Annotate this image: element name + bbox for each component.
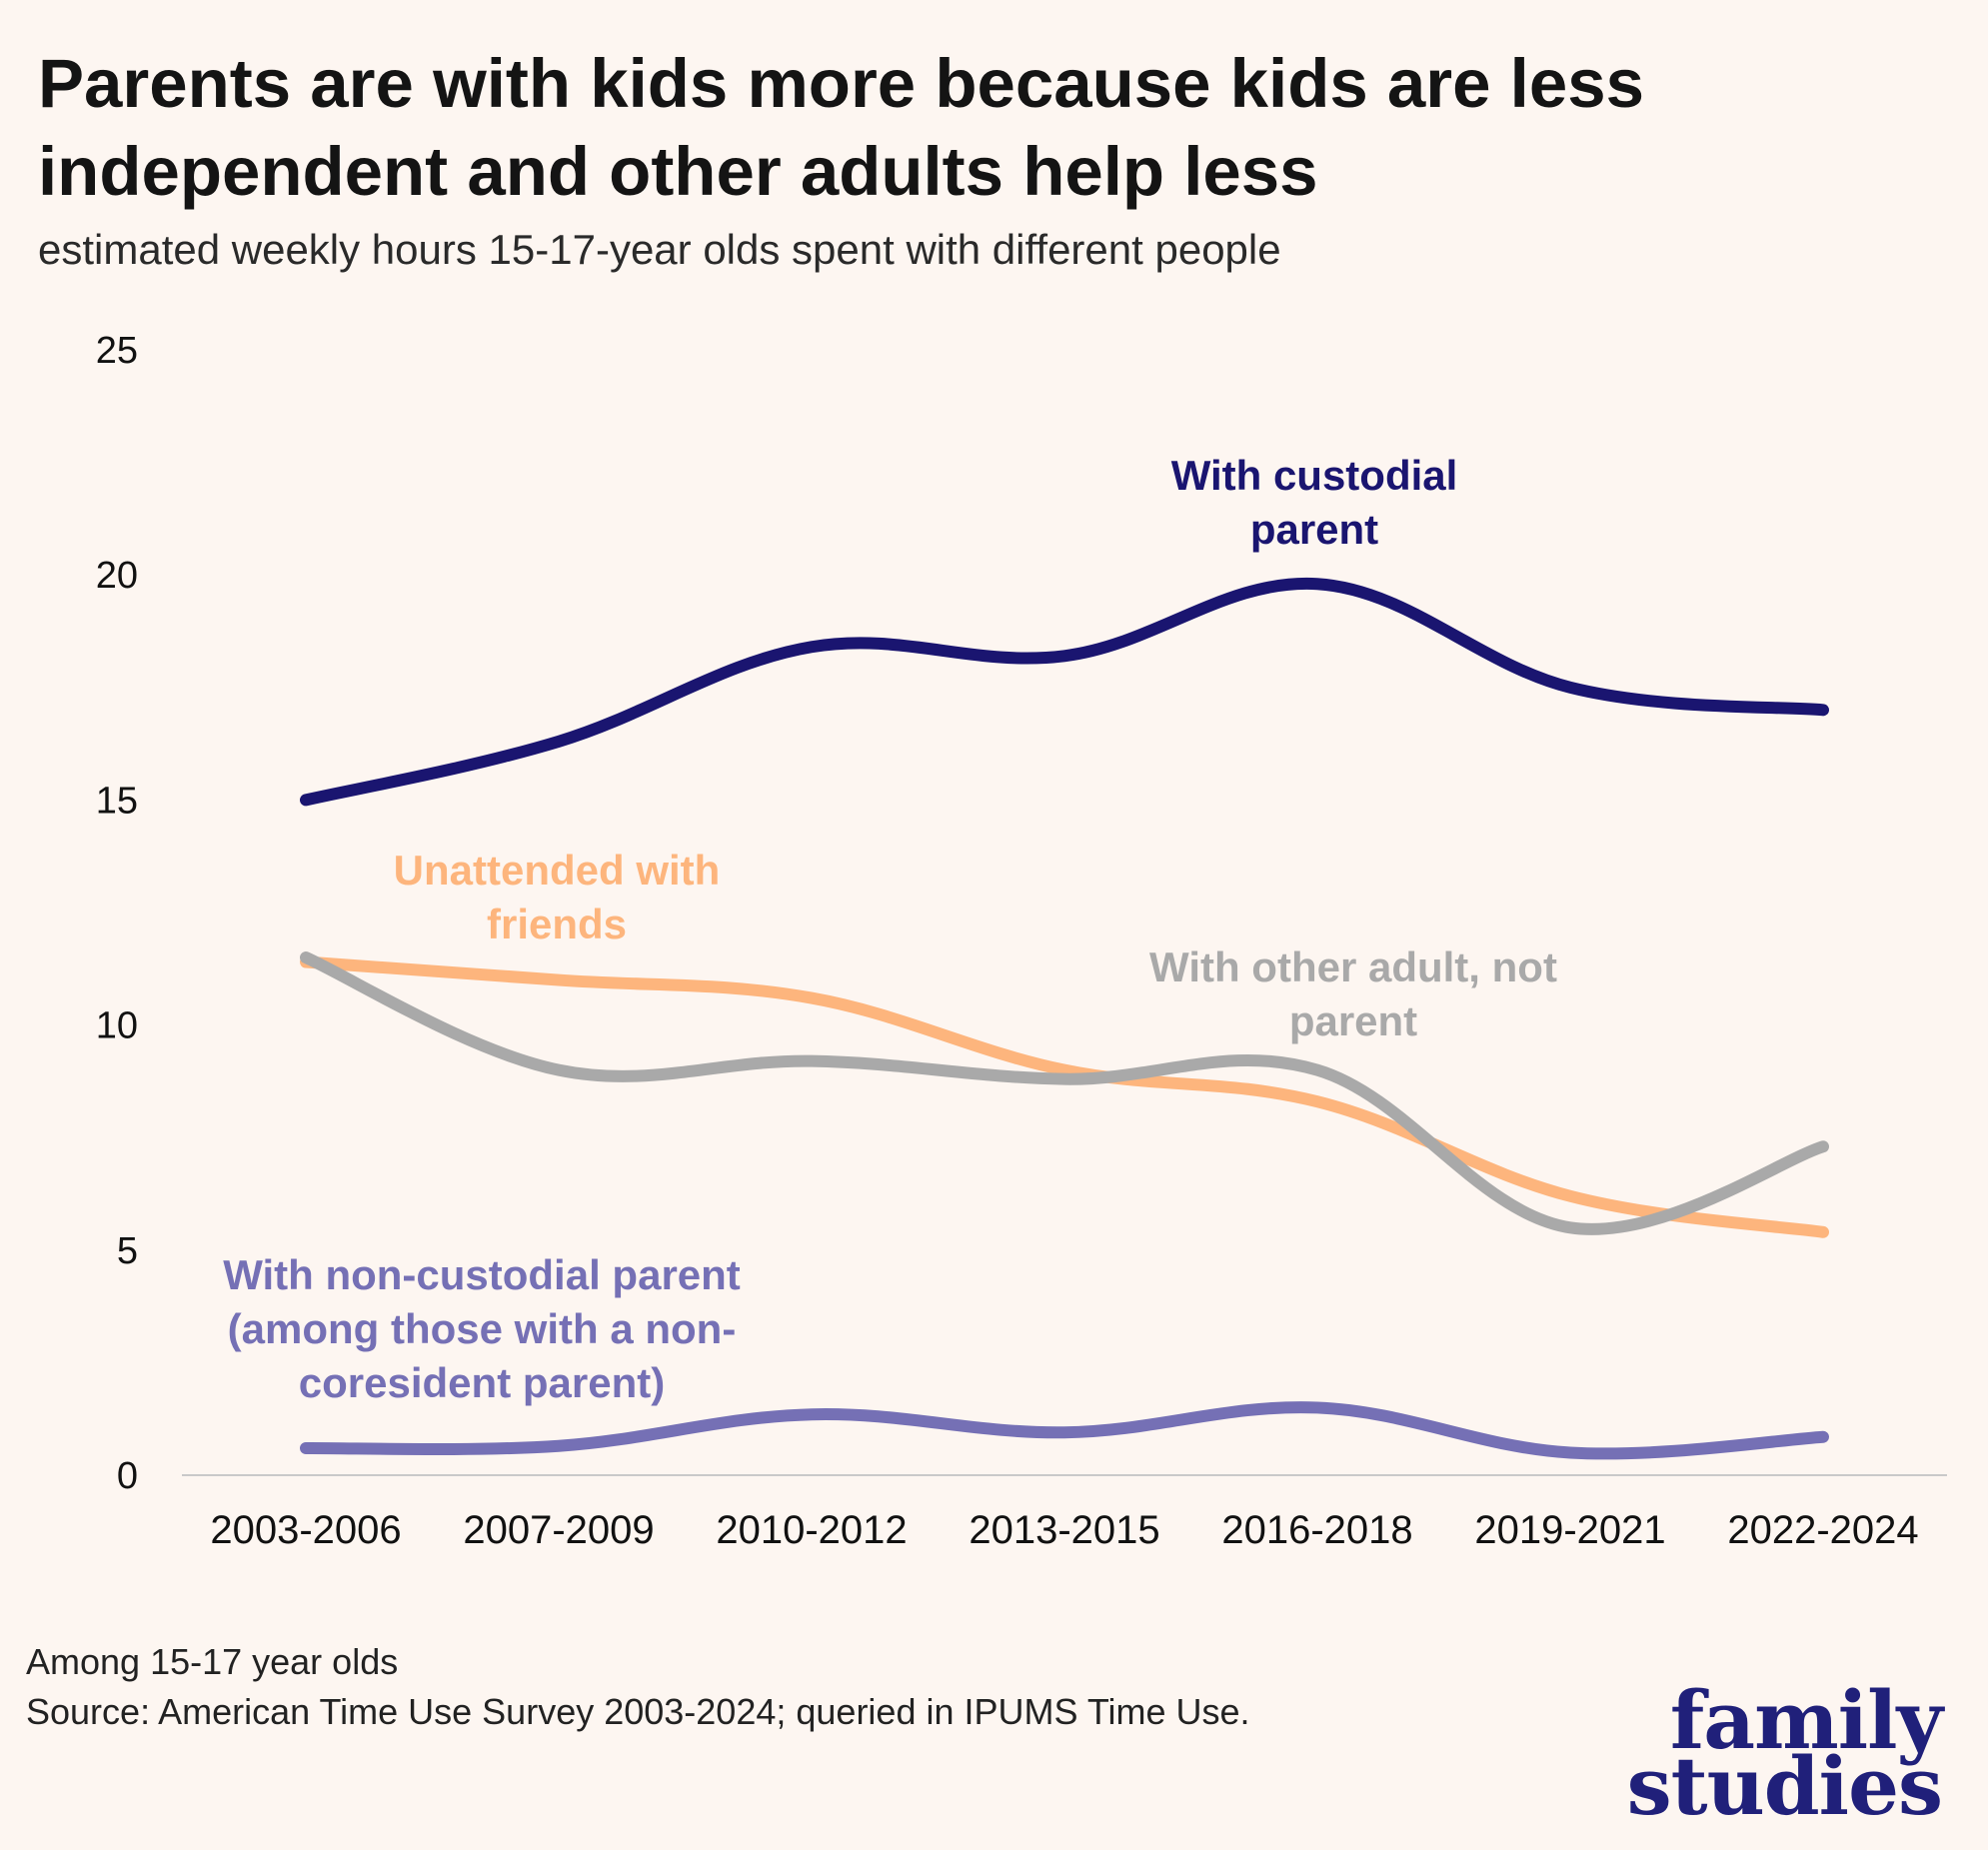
series-lines xyxy=(300,577,1829,1460)
series-labels: With custodial parent Unattended with frien… xyxy=(223,452,1557,1406)
x-tick-label: 2010-2012 xyxy=(716,1508,907,1552)
series-line-unattended-friends xyxy=(300,955,1829,1238)
series-line-custodial-parent xyxy=(300,577,1829,807)
x-tick-label: 2007-2009 xyxy=(463,1508,654,1552)
x-tick-label: 2019-2021 xyxy=(1474,1508,1665,1552)
series-line-non-custodial-parent xyxy=(300,1401,1829,1460)
series-label-other-adult: With other adult, not xyxy=(1149,943,1557,990)
series-label-other-adult: parent xyxy=(1289,997,1417,1044)
x-tick-label: 2003-2006 xyxy=(210,1508,401,1552)
y-tick-label: 0 xyxy=(117,1455,138,1497)
family-studies-logo: family studies xyxy=(1582,1673,1943,1833)
x-tick-label: 2016-2018 xyxy=(1221,1508,1412,1552)
series-label-non-custodial-parent: coresident parent) xyxy=(299,1359,665,1406)
y-tick-label: 10 xyxy=(96,1005,138,1047)
y-tick-label: 20 xyxy=(96,555,138,597)
y-tick-label: 5 xyxy=(117,1230,138,1272)
series-label-custodial-parent: With custodial xyxy=(1171,452,1458,499)
logo-line-1: family xyxy=(1669,1673,1943,1767)
chart-title: Parents are with kids more because kids … xyxy=(38,45,1644,210)
series-label-non-custodial-parent: With non-custodial parent xyxy=(223,1251,741,1298)
series-label-custodial-parent: parent xyxy=(1250,506,1378,553)
chart-subtitle: estimated weekly hours 15-17-year olds s… xyxy=(38,226,1281,273)
series-label-unattended-friends: friends xyxy=(487,901,627,947)
x-tick-label: 2022-2024 xyxy=(1727,1508,1918,1552)
series-label-unattended-friends: Unattended with xyxy=(394,847,721,894)
y-axis-ticks: 0 5 10 15 20 25 xyxy=(96,330,138,1497)
y-tick-label: 15 xyxy=(96,780,138,822)
y-tick-label: 25 xyxy=(96,330,138,372)
x-axis-ticks: 2003-2006 2007-2009 2010-2012 2013-2015 2016… xyxy=(210,1508,1918,1552)
x-tick-label: 2013-2015 xyxy=(969,1508,1159,1552)
footnote-population: Among 15-17 year olds xyxy=(26,1641,399,1682)
series-label-non-custodial-parent: (among those with a non- xyxy=(228,1305,737,1352)
logo-line-2: studies xyxy=(1626,1739,1943,1833)
series-line-other-adult xyxy=(300,951,1829,1235)
footnote-source: Source: American Time Use Survey 2003-20… xyxy=(26,1691,1250,1732)
